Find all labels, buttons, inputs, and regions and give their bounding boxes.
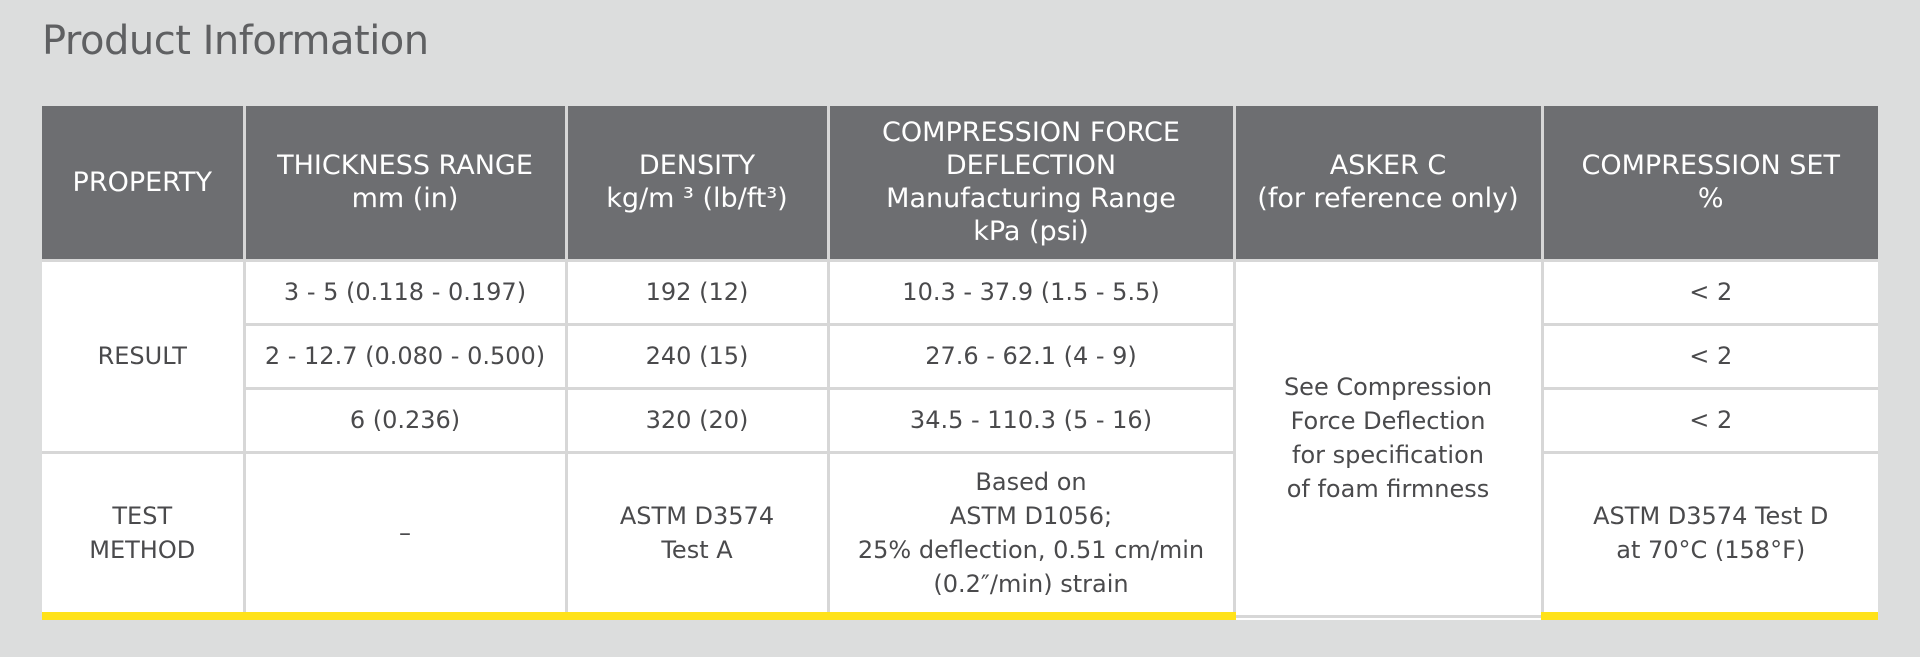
density-cell: 240 (15) [564, 322, 830, 390]
compression-set-cell: < 2 [1540, 258, 1878, 326]
thickness-cell: 3 - 5 (0.118 - 0.197) [242, 258, 568, 326]
test-compression-set-cell: ASTM D3574 Test D at 70°C (158°F) [1540, 450, 1878, 620]
table-row: 2 - 12.7 (0.080 - 0.500) 240 (15) 27.6 -… [42, 322, 1878, 390]
table-row: RESULT 3 - 5 (0.118 - 0.197) 192 (12) 10… [42, 258, 1878, 618]
table-row: 6 (0.236) 320 (20) 34.5 - 110.3 (5 - 16)… [42, 386, 1878, 454]
header-property: PROPERTY [42, 106, 246, 262]
compression-set-cell: < 2 [1540, 386, 1878, 454]
thickness-cell: 6 (0.236) [242, 386, 568, 454]
test-thickness-cell: – [242, 450, 568, 620]
header-compression-force-deflection: COMPRESSION FORCE DEFLECTION Manufacturi… [826, 106, 1236, 262]
density-cell: 320 (20) [564, 386, 830, 454]
table-header-row: PROPERTY THICKNESS RANGE mm (in) DENSITY… [42, 106, 1878, 262]
header-compression-set: COMPRESSION SET % [1540, 106, 1878, 262]
compression-set-cell: < 2 [1540, 322, 1878, 390]
test-cfd-cell: Based on ASTM D1056; 25% deflection, 0.5… [826, 450, 1236, 620]
header-thickness-range: THICKNESS RANGE mm (in) [242, 106, 568, 262]
thickness-cell: 2 - 12.7 (0.080 - 0.500) [242, 322, 568, 390]
test-method-label: TEST METHOD [42, 450, 246, 620]
density-cell: 192 (12) [564, 258, 830, 326]
page-title: Product Information [42, 18, 429, 64]
asker-note-cell: See Compression Force Deflection for spe… [1232, 258, 1544, 618]
header-density: DENSITY kg/m ³ (lb/ft³) [564, 106, 830, 262]
header-asker-c: ASKER C (for reference only) [1232, 106, 1544, 262]
result-label: RESULT [42, 258, 246, 454]
cfd-cell: 34.5 - 110.3 (5 - 16) [826, 386, 1236, 454]
cfd-cell: 10.3 - 37.9 (1.5 - 5.5) [826, 258, 1236, 326]
test-density-cell: ASTM D3574 Test A [564, 450, 830, 620]
test-method-row: TEST METHOD – ASTM D3574 Test A Based on… [42, 450, 1878, 620]
cfd-cell: 27.6 - 62.1 (4 - 9) [826, 322, 1236, 390]
product-info-table: PROPERTY THICKNESS RANGE mm (in) DENSITY… [42, 106, 1878, 620]
